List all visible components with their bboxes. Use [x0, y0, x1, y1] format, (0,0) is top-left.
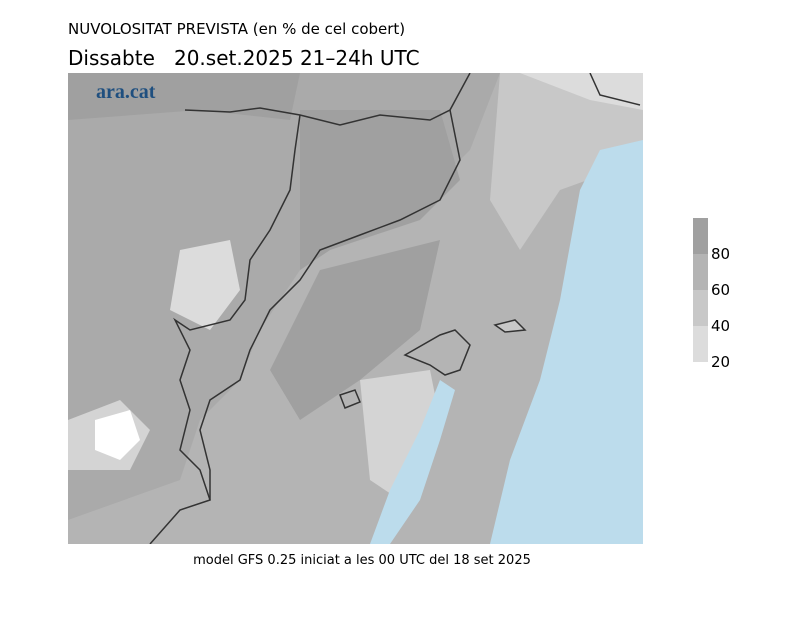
colorbar-label: 60 — [711, 281, 730, 299]
cloud-area — [300, 110, 460, 270]
logo: ara.cat — [96, 81, 156, 103]
colorbar-band — [693, 290, 708, 326]
cloud-area — [270, 240, 440, 420]
colorbar-label: 80 — [711, 245, 730, 263]
map: ara.cat — [68, 73, 643, 544]
cloud-area — [170, 240, 240, 330]
colorbar: 80 60 40 20 — [693, 218, 730, 371]
cloud-area — [490, 73, 643, 250]
footer: model GFS 0.25 iniciat a les 00 UTC del … — [193, 553, 531, 568]
title: NUVOLOSITAT PREVISTA (en % de cel cobert… — [68, 20, 405, 38]
cloud-area — [95, 410, 140, 460]
coastline — [199, 109, 461, 500]
cloud-area — [68, 73, 300, 120]
border — [184, 73, 471, 126]
subtitle: Dissabte 20.set.2025 21–24h UTC — [68, 46, 420, 70]
sea — [370, 380, 455, 544]
cloud-area — [520, 73, 643, 110]
colorbar-band — [693, 326, 708, 362]
island — [493, 319, 527, 333]
border — [589, 73, 641, 106]
colorbar-band — [693, 254, 708, 290]
colorbar-label: 40 — [711, 317, 730, 335]
colorbar-label: 20 — [711, 353, 730, 371]
colorbar-band — [693, 218, 708, 254]
island — [403, 329, 471, 376]
island — [339, 389, 361, 409]
border — [149, 114, 301, 544]
sea — [490, 140, 643, 544]
cloud-area — [360, 370, 440, 500]
